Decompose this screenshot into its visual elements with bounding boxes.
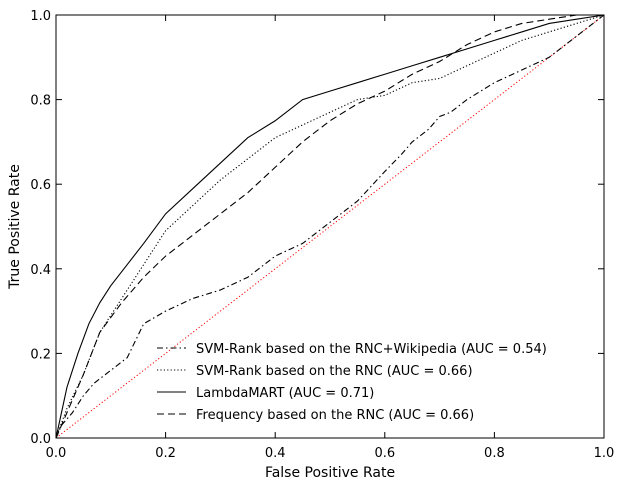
y-tick-label: 0.4 bbox=[30, 263, 51, 278]
y-tick-label: 1.0 bbox=[30, 9, 51, 24]
y-axis-label: True Positive Rate bbox=[7, 164, 23, 290]
legend-label: SVM-Rank based on the RNC (AUC = 0.66) bbox=[196, 364, 473, 379]
x-tick-label: 0.6 bbox=[374, 446, 395, 461]
x-tick-label: 0.8 bbox=[484, 446, 505, 461]
x-tick-label: 0.2 bbox=[155, 446, 176, 461]
legend-label: LambdaMART (AUC = 0.71) bbox=[196, 386, 374, 401]
series-line-1 bbox=[55, 14, 605, 439]
series-layer bbox=[55, 14, 605, 439]
plot-area bbox=[56, 15, 604, 438]
y-tick-label: 0.6 bbox=[30, 178, 51, 193]
y-tick-label: 0.2 bbox=[30, 347, 51, 362]
x-tick-label: 1.0 bbox=[594, 446, 615, 461]
legend-label: SVM-Rank based on the RNC+Wikipedia (AUC… bbox=[196, 342, 547, 357]
x-tick-label: 0.0 bbox=[46, 446, 67, 461]
x-axis-label: False Positive Rate bbox=[265, 465, 395, 481]
x-tick-label: 0.4 bbox=[265, 446, 286, 461]
y-tick-label: 0.8 bbox=[30, 94, 51, 109]
tick-layer: 0.0 0.2 0.4 0.6 0.8 1.0 0.0 0.2 0.4 0.6 0.8 1.0 bbox=[30, 9, 614, 461]
plot-frame bbox=[55, 14, 605, 439]
legend-label: Frequency based on the RNC (AUC = 0.66) bbox=[196, 408, 474, 423]
series-line-0 bbox=[55, 14, 605, 439]
legend: SVM-Rank based on the RNC+Wikipedia (AUC… bbox=[157, 342, 547, 423]
series-line-2 bbox=[55, 14, 605, 439]
y-tick-label: 0.0 bbox=[30, 432, 51, 447]
